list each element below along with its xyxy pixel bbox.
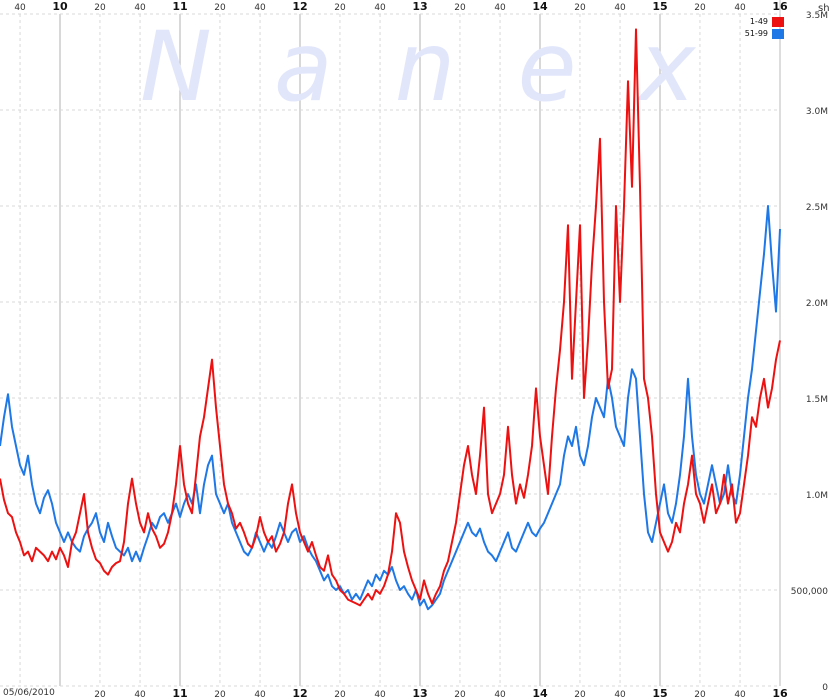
top-x-tick-label-14: 20 xyxy=(574,3,586,13)
watermark-text: Nanex xyxy=(140,11,757,123)
top-x-tick-label-9: 40 xyxy=(374,3,386,13)
top-x-tick-label-6: 40 xyxy=(254,3,266,13)
bottom-x-tick-label-3: 40 xyxy=(134,690,146,700)
top-x-tick-label-7: 12 xyxy=(292,0,307,13)
top-x-axis: 40 10 20 40 11 20 40 12 20 40 13 20 40 14 20 40 15 20 40 16 xyxy=(14,0,788,13)
bottom-x-tick-label-15: 40 xyxy=(614,690,626,700)
bottom-x-tick-label-8: 20 xyxy=(334,690,346,700)
top-x-tick-label-8: 20 xyxy=(334,3,346,13)
date-label: 05/06/2010 xyxy=(3,688,55,698)
legend-label-51-99: 51-99 xyxy=(745,29,768,38)
top-x-tick-label-2: 20 xyxy=(94,3,106,13)
y-tick-label-5: 2.5M xyxy=(806,203,828,213)
bottom-x-tick-label-10: 13 xyxy=(412,687,427,700)
series-line-51-99 xyxy=(0,205,781,611)
bottom-x-tick-label-7: 12 xyxy=(292,687,307,700)
top-x-tick-label-16: 15 xyxy=(652,0,667,13)
top-x-tick-label-12: 40 xyxy=(494,3,506,13)
top-x-tick-label-0: 40 xyxy=(14,3,26,13)
top-x-tick-label-19: 16 xyxy=(772,0,788,13)
bottom-x-tick-label-18: 40 xyxy=(734,690,746,700)
top-x-tick-label-3: 40 xyxy=(134,3,146,13)
bottom-x-tick-label-6: 40 xyxy=(254,690,266,700)
top-x-tick-label-4: 11 xyxy=(172,0,187,13)
top-x-tick-label-18: 40 xyxy=(734,3,746,13)
bottom-x-tick-label-13: 14 xyxy=(532,687,548,700)
y-axis: 0 500,000 1.0M 1.5M 2.0M 2.5M 3.0M 3.5M xyxy=(791,11,828,693)
unit-label: sh xyxy=(818,3,830,14)
y-tick-label-4: 2.0M xyxy=(806,299,828,309)
legend: 1-49 51-99 xyxy=(745,17,784,39)
y-tick-label-3: 1.5M xyxy=(806,395,828,405)
bottom-x-tick-label-4: 11 xyxy=(172,687,187,700)
top-x-tick-label-5: 20 xyxy=(214,3,226,13)
top-x-tick-label-11: 20 xyxy=(454,3,466,13)
y-tick-label-7: 3.5M xyxy=(806,11,828,21)
bottom-x-tick-label-19: 16 xyxy=(772,687,788,700)
series-line-1-49 xyxy=(0,28,781,607)
series-layer xyxy=(0,28,781,611)
bottom-x-tick-label-5: 20 xyxy=(214,690,226,700)
top-x-tick-label-15: 40 xyxy=(614,3,626,13)
y-tick-label-0: 0 xyxy=(822,683,828,693)
bottom-x-tick-label-16: 15 xyxy=(652,687,667,700)
bottom-x-tick-label-14: 20 xyxy=(574,690,586,700)
legend-swatch-51-99 xyxy=(772,29,784,39)
y-tick-label-2: 1.0M xyxy=(806,491,828,501)
bottom-x-tick-label-12: 40 xyxy=(494,690,506,700)
top-x-tick-label-17: 20 xyxy=(694,3,706,13)
top-x-tick-label-13: 14 xyxy=(532,0,548,13)
y-tick-label-6: 3.0M xyxy=(806,107,828,117)
legend-swatch-1-49 xyxy=(772,17,784,27)
bottom-x-tick-label-11: 20 xyxy=(454,690,466,700)
bottom-x-tick-label-17: 20 xyxy=(694,690,706,700)
bottom-x-tick-label-9: 40 xyxy=(374,690,386,700)
top-x-tick-label-1: 10 xyxy=(52,0,68,13)
y-tick-label-1: 500,000 xyxy=(791,587,828,597)
top-x-tick-label-10: 13 xyxy=(412,0,427,13)
bottom-x-axis: 20 40 11 20 40 12 20 40 13 20 40 14 20 40 15 20 40 16 xyxy=(94,687,788,700)
legend-label-1-49: 1-49 xyxy=(750,17,768,26)
bottom-x-tick-label-2: 20 xyxy=(94,690,106,700)
